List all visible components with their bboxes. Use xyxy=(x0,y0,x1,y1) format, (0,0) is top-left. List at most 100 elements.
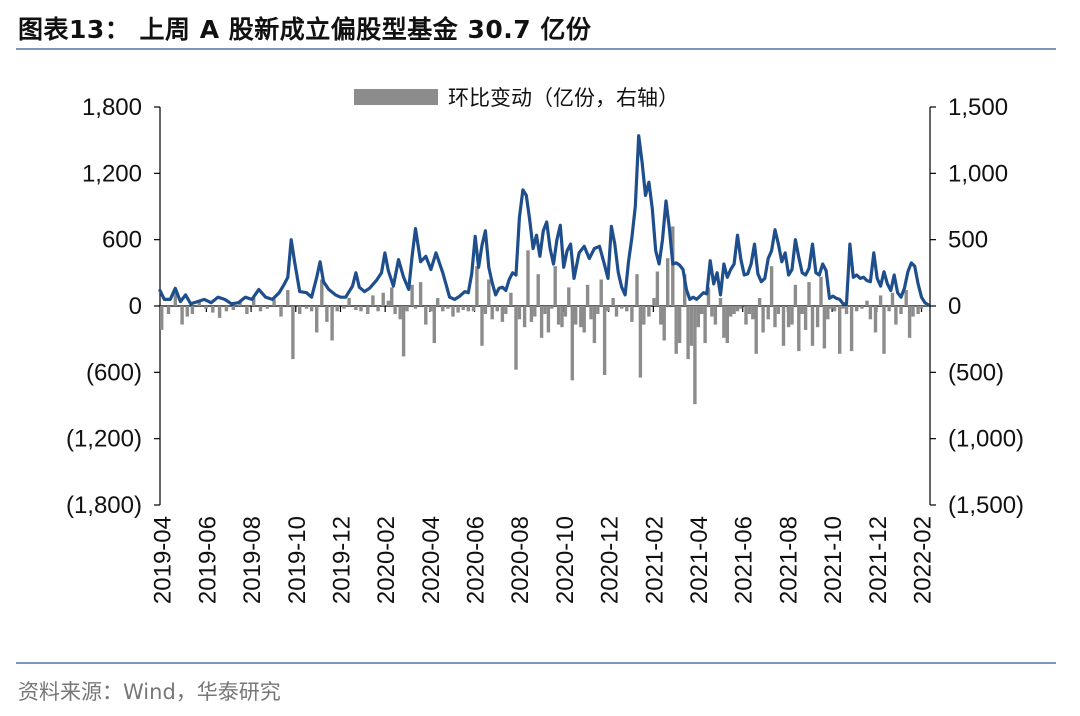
bar xyxy=(683,274,687,306)
x-tick-label: 2021-02 xyxy=(641,516,668,604)
bar xyxy=(390,287,394,306)
x-tick-label: 2019-06 xyxy=(194,516,221,604)
bar xyxy=(589,306,593,320)
bar xyxy=(376,306,380,312)
bar xyxy=(371,295,375,306)
x-tick-label: 2021-10 xyxy=(820,516,847,604)
bar xyxy=(732,306,736,314)
left-tick-label: 0 xyxy=(129,293,142,320)
x-tick-label: 2019-04 xyxy=(150,516,177,604)
x-tick-label: 2020-04 xyxy=(418,516,445,604)
bar xyxy=(495,306,499,312)
x-tick-label: 2019-12 xyxy=(328,516,355,604)
bar xyxy=(725,306,729,344)
legend-label: 环比变动（亿份，右轴） xyxy=(448,86,679,110)
bar xyxy=(204,306,208,309)
bar xyxy=(325,306,329,322)
x-tick-label: 2020-08 xyxy=(507,516,534,604)
right-tick-label: (1,500) xyxy=(948,492,1024,519)
bar xyxy=(700,306,704,314)
bar xyxy=(509,292,513,306)
bar xyxy=(686,306,690,360)
x-tick-label: 2019-08 xyxy=(239,516,266,604)
bar xyxy=(614,306,619,317)
bar xyxy=(471,306,476,312)
bar xyxy=(553,266,557,306)
bar xyxy=(298,306,302,314)
bar xyxy=(729,306,733,317)
bar xyxy=(536,274,540,306)
bar xyxy=(354,306,358,310)
bar xyxy=(642,306,646,325)
bar xyxy=(860,306,864,309)
bar xyxy=(432,306,436,344)
bar xyxy=(689,306,694,346)
right-tick-label: 500 xyxy=(948,227,988,254)
bar xyxy=(744,306,748,325)
bar xyxy=(309,306,314,312)
right-tick-label: 1,500 xyxy=(948,94,1008,121)
bar xyxy=(739,306,743,309)
bar xyxy=(381,292,385,306)
bar xyxy=(166,306,171,314)
fund-flow-chart: 环比变动（亿份，右轴） 1,800 1,200 600 0 (600) (1,200) (1… xyxy=(66,86,1024,604)
right-axis-labels: 1,500 1,000 500 0 (500) (1,000) (1,500) xyxy=(948,94,1024,519)
right-tick-label: 0 xyxy=(948,293,961,320)
bar xyxy=(579,306,583,328)
bar xyxy=(674,306,678,354)
left-tick-label: 1,200 xyxy=(82,160,142,187)
bar xyxy=(819,276,823,306)
bar xyxy=(710,306,714,317)
bar xyxy=(592,306,597,344)
bar xyxy=(410,284,414,306)
x-tick-label: 2020-06 xyxy=(463,516,490,604)
bar xyxy=(599,279,603,306)
bar xyxy=(693,306,697,405)
bar xyxy=(405,306,409,312)
bottom-divider xyxy=(16,662,1056,664)
bar xyxy=(666,258,670,306)
bar xyxy=(320,279,324,306)
bar xyxy=(224,306,229,312)
bar xyxy=(245,306,249,314)
bar xyxy=(180,306,184,325)
bar xyxy=(173,291,177,306)
left-tick-label: 1,800 xyxy=(82,94,142,121)
bar xyxy=(647,306,651,317)
bar xyxy=(563,306,568,317)
bar xyxy=(252,298,256,306)
bar xyxy=(574,306,578,325)
bar xyxy=(844,306,849,314)
left-tick-label: (600) xyxy=(86,359,142,386)
left-axis-labels: 1,800 1,200 600 0 (600) (1,200) (1,800) xyxy=(66,94,142,519)
bar xyxy=(556,306,561,325)
bar xyxy=(735,306,740,312)
bar xyxy=(855,306,859,312)
left-tick-label: (1,800) xyxy=(66,492,142,519)
bar xyxy=(446,306,450,309)
bar xyxy=(304,306,309,309)
bar xyxy=(776,306,781,314)
bar xyxy=(810,306,815,346)
bar xyxy=(315,306,319,333)
bar xyxy=(480,306,484,346)
x-tick-label: 2021-12 xyxy=(865,516,892,604)
bar xyxy=(401,306,406,357)
x-tick-label: 2021-04 xyxy=(686,516,713,604)
bar xyxy=(815,306,820,328)
x-tick-label: 2020-02 xyxy=(373,516,400,604)
x-axis-labels: 2019-04 2019-06 2019-08 2019-10 2019-12 2020-… xyxy=(150,516,937,604)
bar xyxy=(441,306,445,312)
right-tick-label: (1,000) xyxy=(948,426,1024,453)
x-tick-label: 2022-02 xyxy=(909,516,936,604)
left-tick-label: 600 xyxy=(102,227,142,254)
x-tick-label: 2019-10 xyxy=(284,516,311,604)
bar xyxy=(567,287,571,306)
bar xyxy=(722,306,726,338)
bar xyxy=(487,279,491,306)
x-tick-label: 2021-08 xyxy=(775,516,802,604)
bar xyxy=(393,306,397,314)
bar xyxy=(514,306,518,370)
bar xyxy=(797,306,801,352)
bar xyxy=(662,306,666,341)
